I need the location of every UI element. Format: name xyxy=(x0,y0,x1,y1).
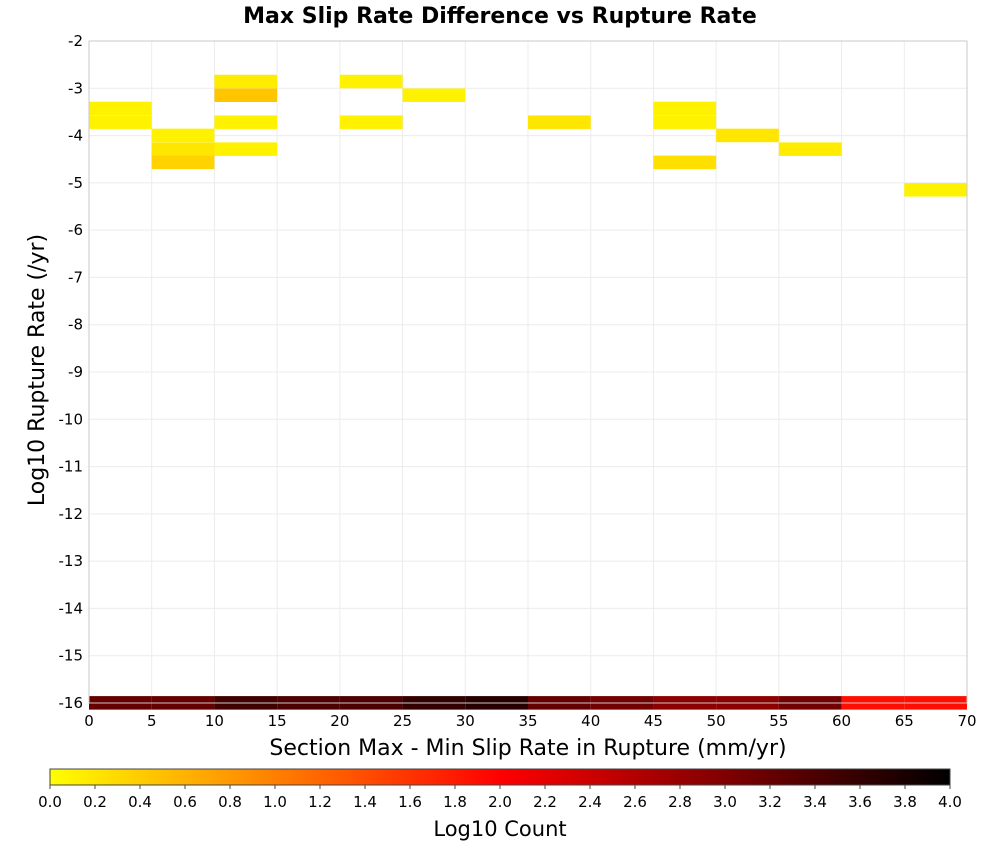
colorbar-tick-label: 2.8 xyxy=(668,793,692,811)
heatmap-cell xyxy=(214,74,278,89)
colorbar-label: Log10 Count xyxy=(433,817,566,841)
chart-title: Max Slip Rate Difference vs Rupture Rate xyxy=(243,4,757,29)
colorbar-tick-label: 0.4 xyxy=(128,793,152,811)
y-axis-label: Log10 Rupture Rate (/yr) xyxy=(25,234,50,506)
colorbar-tick-label: 3.2 xyxy=(758,793,782,811)
x-tick-label: 70 xyxy=(957,712,976,730)
x-tick-label: 0 xyxy=(84,712,94,730)
colorbar-tick-label: 4.0 xyxy=(938,793,962,811)
heatmap-cell xyxy=(151,142,215,156)
x-tick-label: 25 xyxy=(393,712,412,730)
x-tick-label: 10 xyxy=(205,712,224,730)
colorbar-tick-label: 2.4 xyxy=(578,793,602,811)
x-tick-label: 20 xyxy=(330,712,349,730)
heatmap-cell xyxy=(151,155,215,170)
x-tick-label: 35 xyxy=(518,712,537,730)
y-tick-label: -5 xyxy=(68,174,83,192)
y-tick-label: -7 xyxy=(68,268,83,286)
grid-lines xyxy=(88,40,968,704)
colorbar-tick-label: 3.0 xyxy=(713,793,737,811)
colorbar-tick-label: 1.2 xyxy=(308,793,332,811)
y-tick-label: -11 xyxy=(59,458,84,476)
x-tick-label: 30 xyxy=(456,712,475,730)
x-tick-label: 15 xyxy=(268,712,287,730)
heatmap-cell xyxy=(716,128,779,143)
y-tick-label: -2 xyxy=(68,32,83,50)
x-tick-label: 50 xyxy=(707,712,726,730)
heatmap-cell xyxy=(214,88,278,102)
x-tick-label: 45 xyxy=(644,712,663,730)
x-tick-label: 55 xyxy=(769,712,788,730)
y-tick-label: -13 xyxy=(59,552,84,570)
x-axis-label: Section Max - Min Slip Rate in Rupture (… xyxy=(269,736,786,761)
colorbar-tick-label: 1.6 xyxy=(398,793,422,811)
colorbar-ticks: 0.0 0.2 0.4 0.6 0.8 1.0 1.2 1.4 1.6 1.8 2.0 2.2 2.4 2… xyxy=(38,785,962,811)
heatmap-cell xyxy=(89,101,152,116)
colorbar-tick-label: 2.0 xyxy=(488,793,512,811)
x-tick-label: 65 xyxy=(895,712,914,730)
colorbar-tick-label: 2.6 xyxy=(623,793,647,811)
y-tick-label: -15 xyxy=(59,647,84,665)
y-tick-label: -9 xyxy=(68,363,83,381)
y-tick-label: -14 xyxy=(59,599,84,617)
colorbar-tick-label: 1.4 xyxy=(353,793,377,811)
colorbar-tick-label: 1.0 xyxy=(263,793,287,811)
heatmap-cell xyxy=(339,115,403,129)
heatmap-cell xyxy=(214,115,278,129)
heatmap-cell xyxy=(214,142,278,156)
heatmap-cell xyxy=(528,115,591,129)
heatmap-cell xyxy=(778,142,842,156)
colorbar-tick-label: 0.6 xyxy=(173,793,197,811)
y-axis-ticks: -2 -3 -4 -5 -6 -7 -8 -9 -10 -11 -12 -13 -14 -15 -16 xyxy=(59,32,84,712)
y-tick-label: -8 xyxy=(68,316,83,334)
y-tick-label: -12 xyxy=(59,505,84,523)
y-tick-label: -3 xyxy=(68,79,83,97)
x-tick-label: 40 xyxy=(581,712,600,730)
y-tick-label: -4 xyxy=(68,127,83,145)
colorbar-tick-label: 1.8 xyxy=(443,793,467,811)
y-tick-label: -6 xyxy=(68,221,83,239)
x-tick-label: 5 xyxy=(147,712,157,730)
y-tick-label: -10 xyxy=(59,410,84,428)
colorbar-tick-label: 3.4 xyxy=(803,793,827,811)
x-axis-ticks: 0 5 10 15 20 25 30 35 40 45 50 55 60 65 70 xyxy=(84,712,976,730)
heatmap-cell xyxy=(653,155,717,170)
colorbar-tick-label: 3.6 xyxy=(848,793,872,811)
colorbar-tick-label: 0.8 xyxy=(218,793,242,811)
heatmap-cell xyxy=(402,88,466,102)
heatmap-cell xyxy=(904,183,967,197)
heatmap-cell xyxy=(339,74,403,89)
heatmap-cell xyxy=(89,115,152,129)
heatmap-cell xyxy=(653,115,717,129)
colorbar-tick-label: 2.2 xyxy=(533,793,557,811)
heatmap-cell xyxy=(151,128,215,143)
colorbar xyxy=(49,768,951,786)
x-tick-label: 60 xyxy=(832,712,851,730)
y-tick-label: -16 xyxy=(59,694,84,712)
plot-frame xyxy=(88,40,968,704)
heatmap-cell xyxy=(653,101,717,116)
colorbar-tick-label: 0.0 xyxy=(38,793,62,811)
colorbar-tick-label: 3.8 xyxy=(893,793,917,811)
colorbar-tick-label: 0.2 xyxy=(83,793,107,811)
